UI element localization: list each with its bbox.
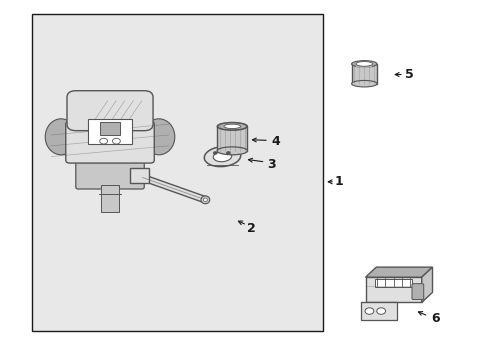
Circle shape — [226, 152, 230, 154]
Bar — [355, 62, 372, 68]
Circle shape — [100, 138, 107, 144]
Ellipse shape — [217, 147, 247, 155]
Circle shape — [364, 308, 373, 314]
Bar — [375, 279, 411, 287]
Text: 5: 5 — [405, 68, 413, 81]
Bar — [130, 168, 148, 183]
Ellipse shape — [142, 119, 175, 155]
Ellipse shape — [224, 124, 240, 129]
Ellipse shape — [355, 62, 372, 66]
Text: 2: 2 — [247, 222, 256, 235]
Circle shape — [376, 308, 385, 314]
Bar — [102, 185, 119, 212]
Ellipse shape — [203, 198, 207, 202]
Ellipse shape — [351, 80, 376, 87]
Bar — [32, 14, 322, 331]
Bar — [351, 64, 376, 84]
Ellipse shape — [351, 60, 376, 67]
FancyBboxPatch shape — [65, 121, 154, 163]
Bar — [88, 119, 132, 144]
Text: 4: 4 — [271, 135, 280, 148]
Text: 6: 6 — [430, 312, 439, 325]
Bar — [217, 126, 247, 151]
Polygon shape — [421, 267, 432, 302]
Polygon shape — [365, 267, 432, 277]
Text: 1: 1 — [334, 175, 343, 188]
Ellipse shape — [204, 147, 240, 167]
Circle shape — [112, 138, 120, 144]
FancyBboxPatch shape — [411, 284, 423, 300]
FancyBboxPatch shape — [76, 157, 144, 189]
Bar — [360, 302, 396, 320]
Circle shape — [213, 152, 217, 154]
Bar — [100, 122, 120, 135]
Ellipse shape — [201, 196, 209, 204]
FancyBboxPatch shape — [67, 91, 153, 131]
Ellipse shape — [45, 119, 77, 155]
Bar — [365, 277, 421, 302]
Ellipse shape — [217, 122, 247, 130]
Text: 3: 3 — [266, 158, 275, 171]
Ellipse shape — [213, 152, 231, 162]
